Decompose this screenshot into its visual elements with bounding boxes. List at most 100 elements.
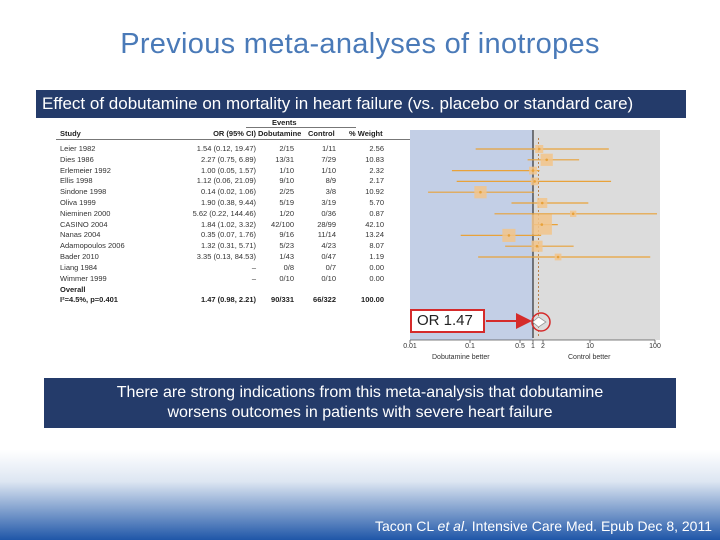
table-cell-or: 2.27 (0.75, 6.89): [200, 154, 256, 164]
estimate-point: [507, 234, 511, 237]
x-tick-label: 1: [531, 343, 535, 350]
table-cell-weight: 42.10: [365, 219, 384, 229]
table-cell-or: 0.35 (0.07, 1.76): [200, 230, 256, 240]
events-header: Events: [272, 118, 297, 127]
table-cell-dob: 9/16: [279, 230, 294, 240]
table-cell-dob: 5/23: [279, 241, 294, 251]
forest-table: Events Study OR (95% CI) Dobutamine Cont…: [36, 118, 410, 338]
col-study: Study: [60, 129, 81, 138]
table-cell-study: Bader 2010: [60, 252, 99, 261]
x-axis-right-label: Control better: [568, 354, 611, 361]
x-tick-label: 0.5: [515, 343, 525, 350]
table-cell-ctrl: 0/36: [321, 208, 336, 218]
conclusion-line-1: There are strong indications from this m…: [116, 384, 604, 401]
table-cell-weight: 0.00: [369, 262, 384, 272]
table-cell-ctrl: 8/9: [325, 176, 336, 186]
table-cell-weight: 8.07: [369, 241, 384, 251]
overall-weight: 100.00: [361, 295, 384, 305]
citation-author: Tacon CL: [375, 518, 438, 534]
table-cell-study: Nieminen 2000: [60, 208, 111, 218]
footer-gradient-bar: [0, 450, 720, 540]
table-cell-study: Sindone 1998: [60, 187, 107, 197]
slide-title: Previous meta-analyses of inotropes: [120, 28, 600, 60]
table-cell-or: –: [251, 262, 256, 272]
table-cell-dob: 2/15: [279, 144, 294, 153]
table-cell-dob: 9/10: [279, 176, 294, 186]
table-cell-ctrl: 28/99: [317, 219, 336, 229]
table-cell-weight: 2.56: [369, 144, 384, 153]
estimate-point: [540, 223, 544, 226]
table-cell-or: 1.54 (0.12, 19.47): [196, 144, 256, 153]
overall-or: 1.47 (0.98, 2.21): [200, 295, 256, 305]
table-cell-dob: 42/100: [271, 219, 294, 229]
table-cell-study: Ellis 1998: [60, 176, 93, 186]
table-cell-ctrl: 1/10: [321, 165, 336, 175]
citation-etal: et al: [437, 518, 464, 534]
forest-plot: [409, 130, 660, 343]
conclusion-line-2: worsens outcomes in patients with severe…: [167, 404, 553, 421]
table-cell-or: 3.35 (0.13, 84.53): [196, 252, 256, 261]
overall-dobutamine: 90/331: [271, 295, 294, 305]
table-cell-dob: 1/43: [279, 252, 294, 261]
table-cell-or: –: [251, 273, 256, 283]
table-cell-study: Leier 1982: [60, 144, 96, 153]
table-cell-ctrl: 1/11: [321, 144, 336, 153]
table-cell-dob: 13/31: [275, 154, 294, 164]
overall-heterogeneity: I²=4.5%, p=0.401: [60, 295, 118, 305]
estimate-point: [531, 169, 535, 172]
x-tick-label: 2: [541, 343, 545, 350]
estimate-point: [533, 180, 536, 183]
table-cell-study: Liang 1984: [60, 262, 98, 272]
estimate-point: [556, 255, 560, 259]
col-weight: % Weight: [349, 129, 383, 138]
estimate-point: [535, 244, 539, 248]
banner-title: Effect of dobutamine on mortality in hea…: [36, 90, 686, 118]
table-cell-weight: 5.70: [369, 198, 384, 207]
table-cell-weight: 2.17: [369, 176, 384, 186]
table-cell-study: CASINO 2004: [60, 219, 108, 229]
table-cell-dob: 0/8: [283, 262, 294, 272]
table-cell-weight: 13.24: [365, 230, 384, 240]
events-rule: [246, 127, 356, 128]
table-cell-or: 0.14 (0.02, 1.06): [200, 187, 256, 197]
table-cell-or: 1.90 (0.38, 9.44): [200, 198, 256, 207]
x-tick-label: 0.01: [403, 343, 417, 350]
or-callout-box: OR 1.47: [410, 309, 485, 333]
x-tick-label: 100: [649, 343, 661, 350]
table-cell-study: Nanas 2004: [60, 230, 101, 240]
table-cell-study: Adamopoulos 2006: [60, 241, 125, 251]
table-cell-weight: 0.87: [369, 208, 384, 218]
estimate-point: [540, 201, 544, 205]
table-cell-ctrl: 0/47: [321, 252, 336, 261]
table-cell-ctrl: 11/14: [317, 230, 336, 240]
table-cell-study: Oliva 1999: [60, 198, 96, 207]
col-dobutamine: Dobutamine: [258, 129, 302, 138]
estimate-point: [545, 158, 548, 162]
table-cell-study: Dies 1986: [60, 154, 94, 164]
citation-source: . Intensive Care Med. Epub Dec 8, 2011: [464, 518, 712, 534]
table-cell-or: 1.00 (0.05, 1.57): [200, 165, 256, 175]
table-cell-weight: 0.00: [369, 273, 384, 283]
table-cell-weight: 10.83: [365, 154, 384, 164]
x-tick-label: 10: [586, 343, 594, 350]
estimate-point: [479, 190, 482, 194]
estimate-point: [537, 147, 541, 151]
x-axis-left-label: Dobutamine better: [432, 354, 490, 361]
pooled-diamond: [532, 316, 547, 328]
table-cell-weight: 2.32: [369, 165, 384, 175]
header-rule: [56, 139, 410, 140]
table-cell-dob: 2/25: [279, 187, 294, 197]
table-cell-or: 1.12 (0.06, 21.09): [196, 176, 256, 186]
forest-svg: [409, 130, 657, 343]
table-cell-ctrl: 3/19: [321, 198, 336, 207]
table-cell-or: 1.84 (1.02, 3.32): [200, 219, 256, 229]
x-tick-label: 0.1: [465, 343, 475, 350]
table-cell-or: 5.62 (0.22, 144.46): [192, 208, 256, 218]
table-cell-ctrl: 4/23: [321, 241, 336, 251]
table-cell-weight: 10.92: [365, 187, 384, 197]
overall-label: Overall: [60, 285, 86, 295]
table-cell-weight: 1.19: [369, 252, 384, 261]
table-cell-ctrl: 3/8: [325, 187, 336, 197]
citation: Tacon CL et al. Intensive Care Med. Epub…: [375, 518, 712, 534]
table-cell-ctrl: 7/29: [321, 154, 336, 164]
